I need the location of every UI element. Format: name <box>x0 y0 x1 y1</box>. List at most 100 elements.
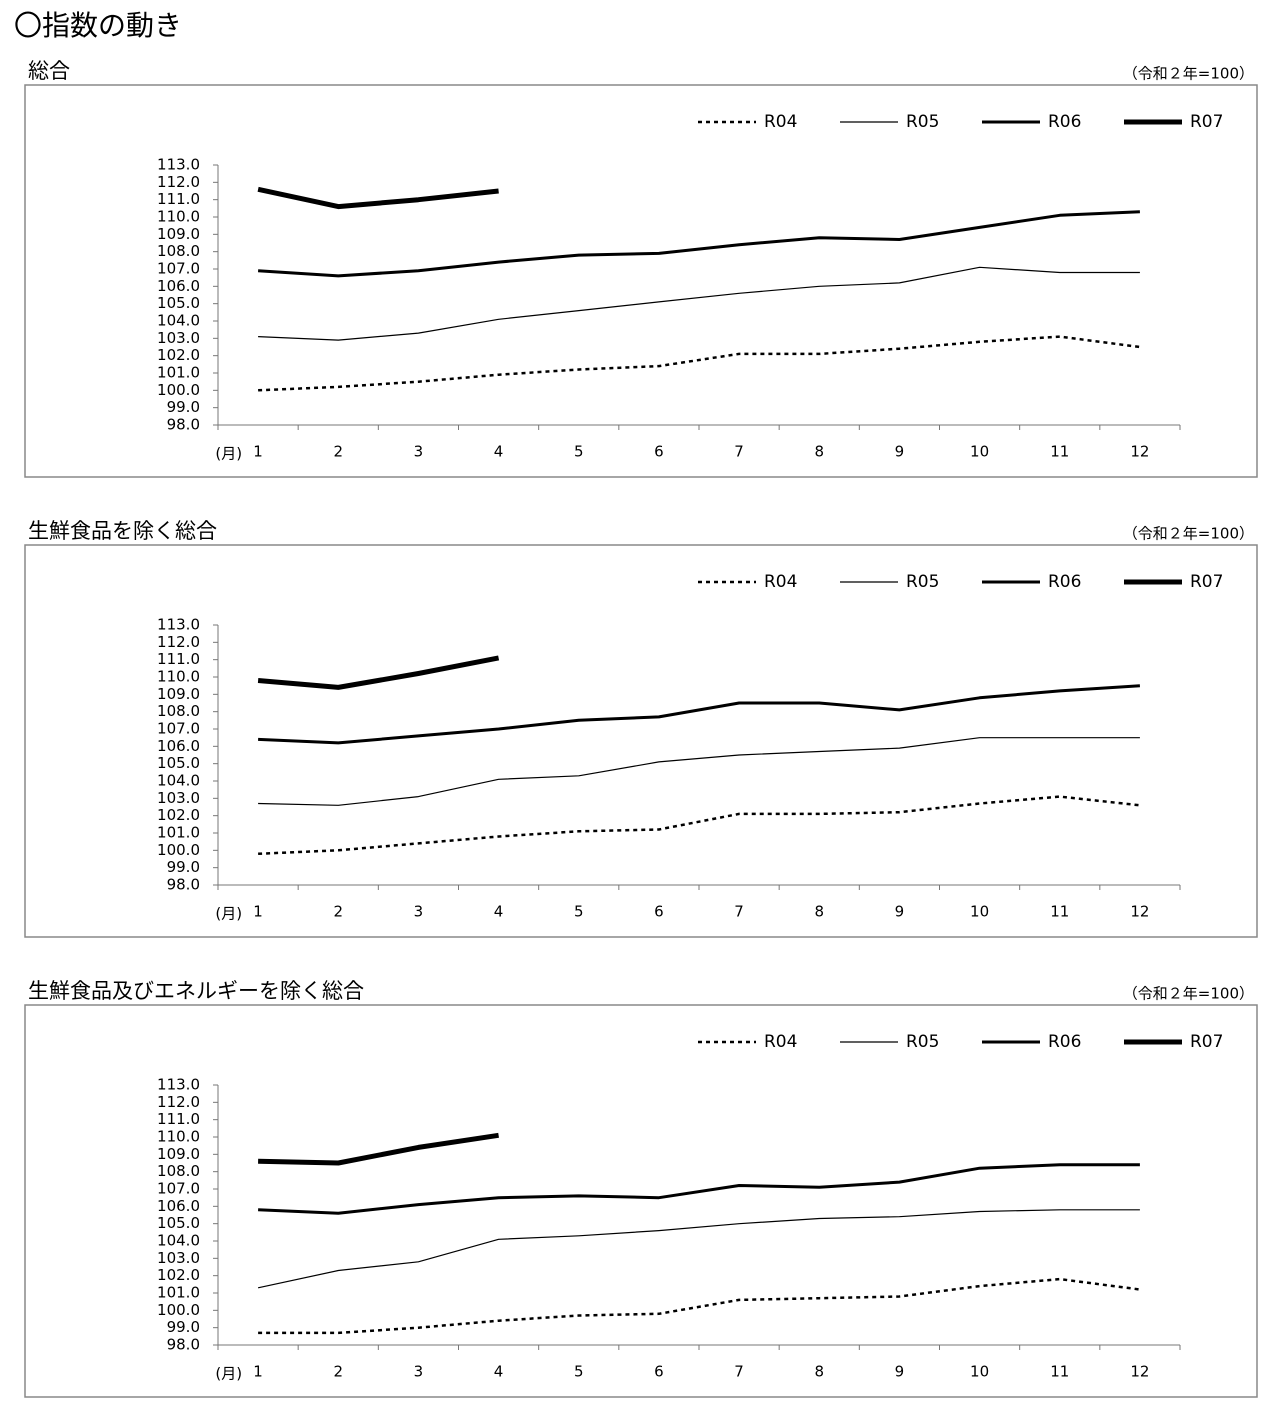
y-tick-label: 106.0 <box>157 737 200 755</box>
series-line <box>258 737 1140 806</box>
x-tick-label: 2 <box>333 1363 343 1381</box>
y-tick-label: 107.0 <box>157 1180 200 1198</box>
y-tick-label: 110.0 <box>157 668 200 686</box>
y-tick-label: 103.0 <box>157 329 200 347</box>
y-tick-label: 107.0 <box>157 260 200 278</box>
y-tick-label: 102.0 <box>157 346 200 364</box>
y-tick-label: 98.0 <box>167 416 200 434</box>
x-tick-label: 2 <box>333 443 343 461</box>
y-tick-label: 108.0 <box>157 1162 200 1180</box>
x-tick-label: 2 <box>333 903 343 921</box>
y-tick-label: 110.0 <box>157 1128 200 1146</box>
y-tick-label: 111.0 <box>157 190 200 208</box>
y-tick-label: 112.0 <box>157 633 200 651</box>
y-tick-label: 98.0 <box>167 876 200 894</box>
y-tick-label: 105.0 <box>157 294 200 312</box>
y-tick-label: 100.0 <box>157 381 200 399</box>
y-tick-label: 99.0 <box>167 1318 200 1336</box>
y-tick-label: 106.0 <box>157 1197 200 1215</box>
x-tick-label: 9 <box>895 443 905 461</box>
series-line <box>257 186 499 210</box>
x-tick-label: 10 <box>970 1363 989 1381</box>
x-tick-label: 1 <box>253 443 263 461</box>
y-tick-label: 108.0 <box>157 242 200 260</box>
x-axis-label: (月) <box>215 1365 242 1383</box>
x-tick-label: 11 <box>1050 903 1069 921</box>
legend-label: R05 <box>906 112 939 132</box>
y-tick-label: 104.0 <box>157 312 200 330</box>
series-line <box>258 1163 1140 1215</box>
y-tick-label: 99.0 <box>167 858 200 876</box>
page-title: 〇指数の動き <box>14 9 182 42</box>
y-tick-label: 110.0 <box>157 208 200 226</box>
y-tick-label: 107.0 <box>157 720 200 738</box>
x-tick-label: 4 <box>494 903 504 921</box>
legend-label: R07 <box>1190 1032 1223 1052</box>
y-tick-label: 99.0 <box>167 398 200 416</box>
series-line <box>257 1209 1140 1289</box>
y-tick-label: 106.0 <box>157 277 200 295</box>
x-tick-label: 12 <box>1130 443 1149 461</box>
x-axis-label: (月) <box>215 905 242 923</box>
x-tick-label: 7 <box>734 1363 744 1381</box>
y-tick-label: 113.0 <box>157 616 200 634</box>
chart-title: 生鮮食品を除く総合 <box>28 519 217 543</box>
x-tick-label: 6 <box>654 443 664 461</box>
y-tick-label: 109.0 <box>157 1145 200 1163</box>
x-tick-label: 9 <box>895 1363 905 1381</box>
legend-label: R04 <box>764 572 797 592</box>
legend-label: R06 <box>1048 1032 1081 1052</box>
chart-frame <box>24 84 1258 478</box>
x-tick-label: 11 <box>1050 443 1069 461</box>
x-tick-label: 11 <box>1050 1363 1069 1381</box>
x-tick-label: 8 <box>814 443 824 461</box>
legend-label: R04 <box>764 1032 797 1052</box>
legend-label: R04 <box>764 112 797 132</box>
series-line <box>258 1277 1141 1335</box>
y-tick-label: 113.0 <box>157 156 200 174</box>
chart-frame <box>24 1004 1258 1398</box>
chart-note: （令和２年=100） <box>1123 985 1254 1003</box>
y-tick-label: 108.0 <box>157 702 200 720</box>
y-tick-label: 111.0 <box>157 650 200 668</box>
y-tick-label: 100.0 <box>157 1301 200 1319</box>
legend-label: R07 <box>1190 112 1223 132</box>
y-tick-label: 111.0 <box>157 1110 200 1128</box>
y-tick-label: 104.0 <box>157 1232 200 1250</box>
series-line <box>258 335 1141 392</box>
y-tick-label: 101.0 <box>157 824 200 842</box>
series-line <box>257 655 500 690</box>
legend-label: R05 <box>906 572 939 592</box>
chart-frame <box>24 544 1258 938</box>
series-line <box>258 795 1141 856</box>
x-tick-label: 6 <box>654 903 664 921</box>
series-line <box>258 684 1140 745</box>
legend-label: R07 <box>1190 572 1223 592</box>
x-axis-label: (月) <box>215 445 242 463</box>
x-tick-label: 1 <box>253 1363 263 1381</box>
series-line <box>258 1132 499 1166</box>
x-tick-label: 10 <box>970 443 989 461</box>
x-tick-label: 4 <box>494 1363 504 1381</box>
y-tick-label: 101.0 <box>157 364 200 382</box>
x-tick-label: 7 <box>734 903 744 921</box>
y-tick-label: 98.0 <box>167 1336 200 1354</box>
y-tick-label: 102.0 <box>157 1266 200 1284</box>
chart-title: 総合 <box>28 59 70 83</box>
y-tick-label: 103.0 <box>157 789 200 807</box>
y-tick-label: 112.0 <box>157 1093 200 1111</box>
x-tick-label: 3 <box>414 1363 424 1381</box>
y-tick-label: 112.0 <box>157 173 200 191</box>
x-tick-label: 4 <box>494 443 504 461</box>
chart-title: 生鮮食品及びエネルギーを除く総合 <box>28 979 364 1003</box>
series-line <box>258 266 1140 341</box>
x-tick-label: 3 <box>414 903 424 921</box>
x-tick-label: 9 <box>895 903 905 921</box>
x-tick-label: 12 <box>1130 903 1149 921</box>
x-tick-label: 8 <box>814 903 824 921</box>
x-tick-label: 10 <box>970 903 989 921</box>
y-tick-label: 105.0 <box>157 1214 200 1232</box>
y-tick-label: 109.0 <box>157 225 200 243</box>
